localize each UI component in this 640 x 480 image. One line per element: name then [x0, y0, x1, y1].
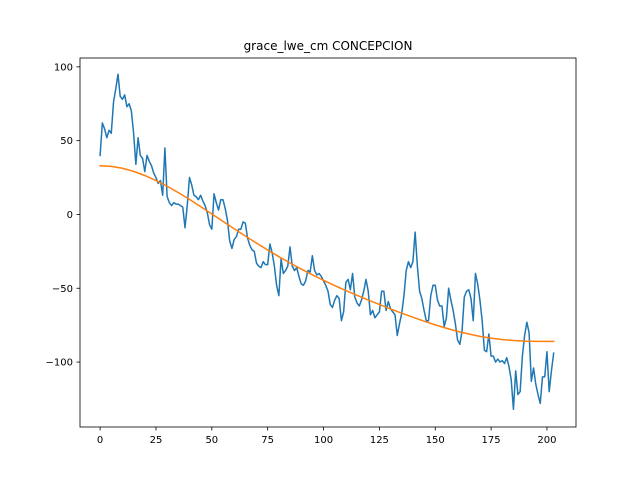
axes-frame	[79, 57, 577, 428]
plot-area: 0 25 50 75 100 125 150 175 200 −100 −50 0 50 100	[46, 57, 577, 446]
x-tick-label: 200	[537, 435, 556, 446]
chart-title: grace_lwe_cm CONCEPCION	[244, 39, 413, 53]
series-line-0	[99, 73, 555, 411]
x-tick-label: 75	[261, 435, 274, 446]
x-tick-label: 100	[314, 435, 333, 446]
y-tick-label: −100	[46, 358, 73, 369]
x-tick-label: 0	[97, 435, 103, 446]
y-tick-label: 50	[60, 136, 73, 147]
y-tick-label: 100	[54, 62, 73, 73]
x-tick-label: 50	[205, 435, 218, 446]
y-tick-label: −50	[52, 284, 73, 295]
x-tick-label: 175	[482, 435, 501, 446]
x-tick-label: 150	[426, 435, 445, 446]
x-tick-label: 125	[370, 435, 389, 446]
y-tick-label: 0	[67, 210, 73, 221]
x-tick-label: 25	[150, 435, 163, 446]
series-line-1	[99, 164, 555, 343]
